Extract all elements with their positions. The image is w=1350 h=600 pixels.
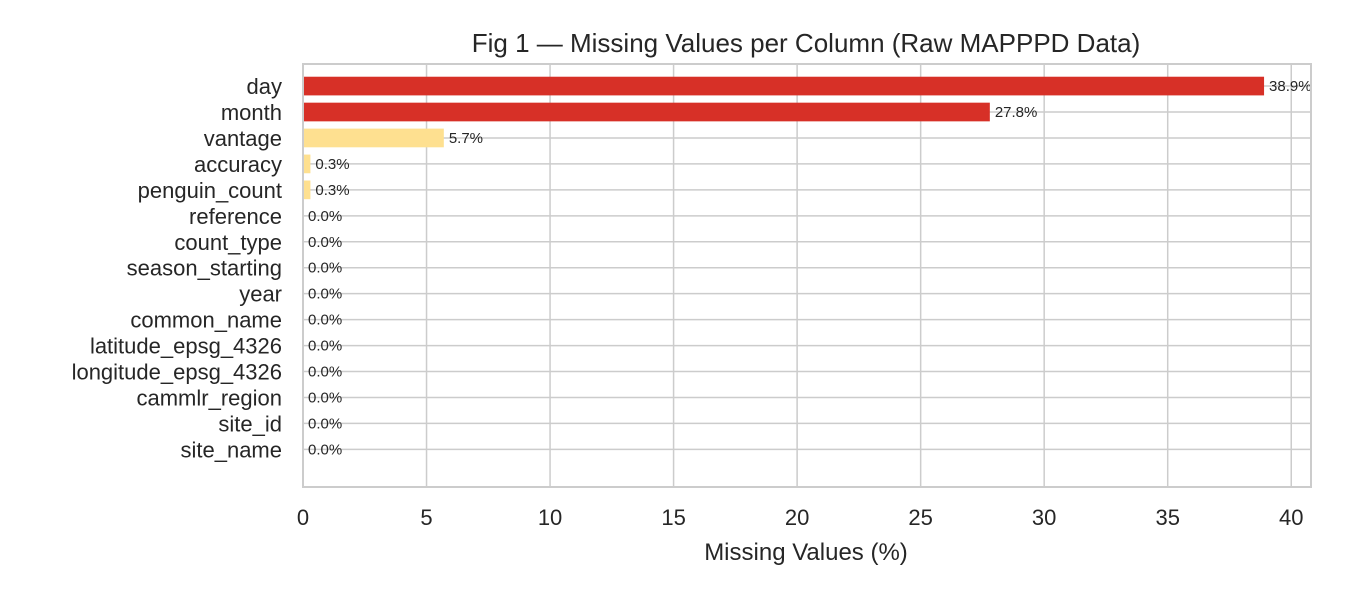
category-label: vantage bbox=[204, 126, 282, 151]
bar-data-label: 0.3% bbox=[315, 156, 349, 173]
bar-data-label: 0.0% bbox=[308, 441, 342, 458]
category-label: accuracy bbox=[194, 152, 282, 177]
bar-data-label: 0.0% bbox=[308, 415, 342, 432]
bar-data-label: 0.0% bbox=[308, 286, 342, 303]
category-label: penguin_count bbox=[138, 178, 282, 203]
bar-data-label: 0.0% bbox=[308, 364, 342, 381]
x-tick-label: 35 bbox=[1155, 505, 1179, 530]
bar-data-label: 0.0% bbox=[308, 234, 342, 251]
bar bbox=[303, 128, 444, 148]
x-tick-label: 5 bbox=[420, 505, 432, 530]
data-labels: 38.9% 27.8% 5.7% 0.3% 0.3% 0.0% 0.0% 0.0% 0.0% 0.… bbox=[308, 78, 1312, 458]
x-tick-label: 10 bbox=[538, 505, 562, 530]
bars bbox=[303, 76, 1265, 200]
bar-data-label: 0.3% bbox=[315, 182, 349, 199]
bar bbox=[303, 76, 1265, 96]
category-label: site_id bbox=[218, 411, 282, 436]
grid-lines bbox=[302, 64, 1311, 487]
x-tick-label: 40 bbox=[1279, 505, 1303, 530]
bar-data-label: 0.0% bbox=[308, 338, 342, 355]
category-label: season_starting bbox=[127, 256, 282, 281]
category-label: reference bbox=[189, 204, 282, 229]
category-label: longitude_epsg_4326 bbox=[72, 360, 282, 385]
category-label: year bbox=[239, 282, 282, 307]
x-axis-label: Missing Values (%) bbox=[704, 539, 908, 566]
category-label: count_type bbox=[174, 230, 282, 255]
plot-frame bbox=[302, 63, 1312, 488]
bar-data-label: 5.7% bbox=[449, 130, 483, 147]
bar bbox=[303, 154, 311, 174]
x-tick-label: 0 bbox=[297, 505, 309, 530]
x-tick-label: 15 bbox=[661, 505, 685, 530]
x-tick-labels: 0 5 10 15 20 25 30 35 40 bbox=[297, 505, 1304, 530]
bar-data-label: 0.0% bbox=[308, 389, 342, 406]
bar-data-label: 27.8% bbox=[995, 104, 1038, 121]
category-label: day bbox=[247, 74, 282, 99]
category-labels: daymonthvantageaccuracypenguin_countrefe… bbox=[72, 74, 282, 462]
category-label: month bbox=[221, 100, 282, 125]
bar bbox=[303, 180, 311, 200]
bar bbox=[303, 102, 990, 122]
bar-data-label: 0.0% bbox=[308, 260, 342, 277]
category-label: common_name bbox=[130, 308, 282, 333]
category-label: site_name bbox=[180, 437, 282, 462]
x-tick-label: 30 bbox=[1032, 505, 1056, 530]
x-tick-label: 25 bbox=[908, 505, 932, 530]
x-tick-label: 20 bbox=[785, 505, 809, 530]
category-label: cammlr_region bbox=[137, 385, 283, 410]
chart-title: Fig 1 — Missing Values per Column (Raw M… bbox=[472, 28, 1141, 58]
category-label: latitude_epsg_4326 bbox=[90, 334, 282, 359]
bar-data-label: 0.0% bbox=[308, 208, 342, 225]
bar-data-label: 38.9% bbox=[1269, 78, 1312, 95]
bar-data-label: 0.0% bbox=[308, 312, 342, 329]
